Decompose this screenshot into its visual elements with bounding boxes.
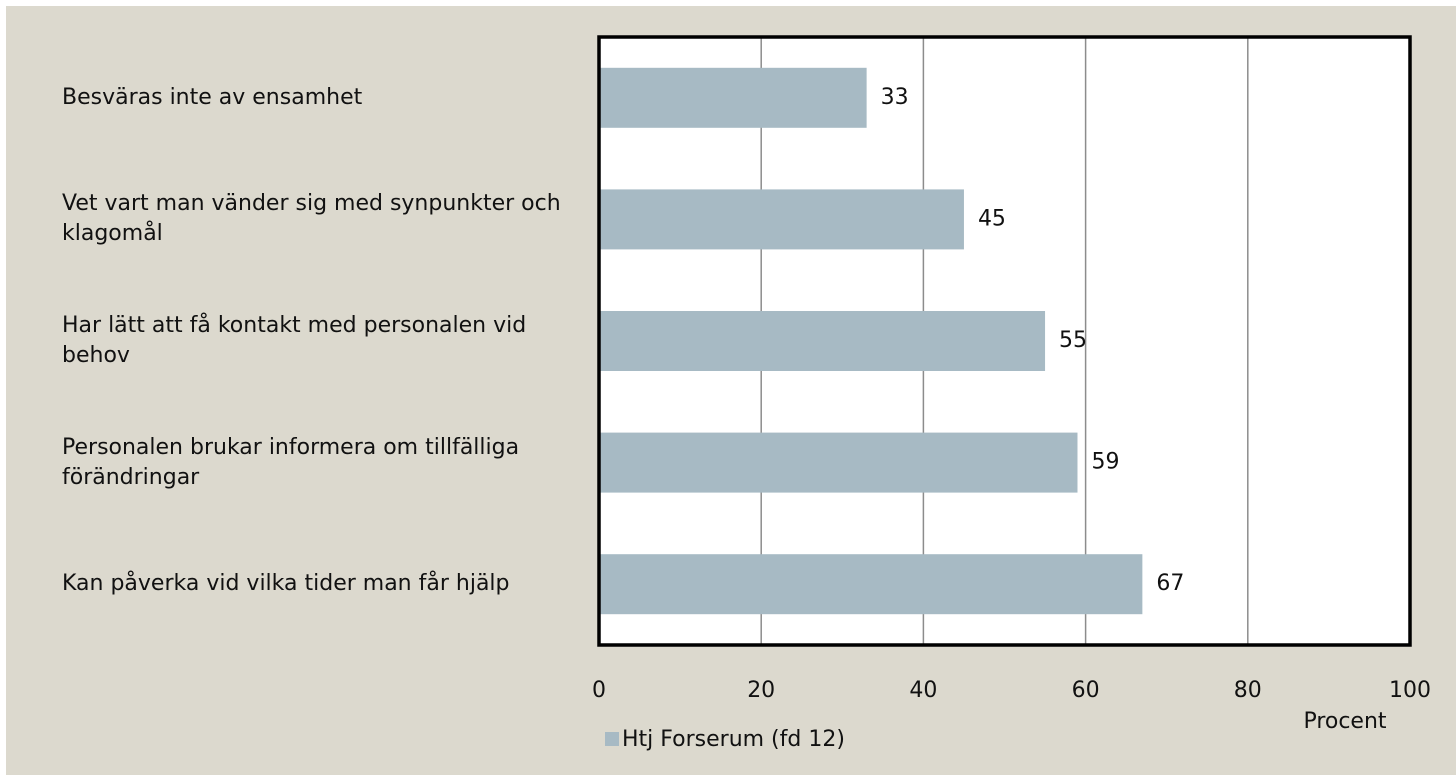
value-label: 55 xyxy=(1059,328,1087,353)
bar xyxy=(599,311,1046,371)
category-label: Har lätt att få kontakt med personalen v… xyxy=(62,313,527,368)
bar xyxy=(599,189,964,250)
bar xyxy=(599,67,867,128)
legend-label: Htj Forserum (fd 12) xyxy=(622,727,845,752)
plot-border xyxy=(597,35,1412,647)
category-label: Besväras inte av ensamhet xyxy=(62,84,363,110)
x-tick-label: 100 xyxy=(1389,678,1431,703)
x-tick-label: 20 xyxy=(747,678,775,703)
category-label: Vet vart man vänder sig med synpunkter o… xyxy=(62,191,561,247)
value-label: 33 xyxy=(881,85,909,110)
legend-swatch xyxy=(605,732,619,746)
chart-container: 0 20 40 60 80 100 33 45 55 59 67 Procent Htj Forseru… xyxy=(6,6,1456,775)
chart: 0 20 40 60 80 100 33 45 55 59 67 Procent Htj Forseru… xyxy=(592,35,1431,752)
value-label: 59 xyxy=(1091,450,1119,475)
bar xyxy=(599,432,1078,493)
x-tick-label: 80 xyxy=(1234,678,1262,703)
value-label: 67 xyxy=(1156,571,1184,596)
x-tick-label: 0 xyxy=(592,678,606,703)
category-label: Kan påverka vid vilka tider man får hjäl… xyxy=(62,571,510,597)
bar xyxy=(599,554,1143,615)
x-tick-label: 60 xyxy=(1072,678,1100,703)
value-label: 45 xyxy=(978,206,1006,231)
x-tick-label: 40 xyxy=(909,678,937,703)
x-axis-label: Procent xyxy=(1303,709,1386,734)
category-label: Personalen brukar informera om tillfälli… xyxy=(62,434,520,490)
